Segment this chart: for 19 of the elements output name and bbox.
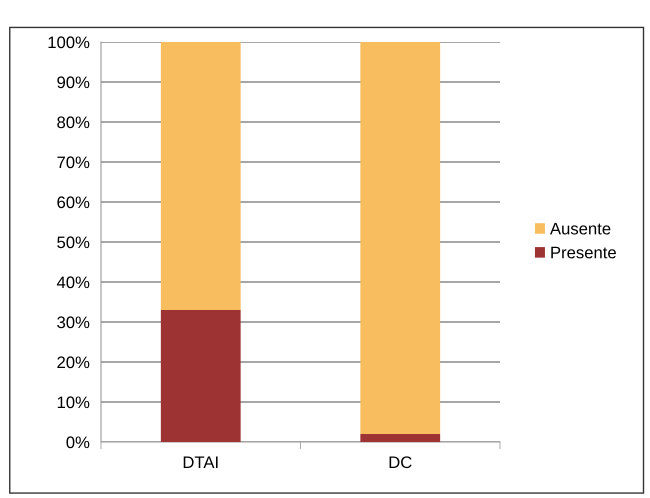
bar: [360, 434, 440, 442]
y-tick-label: 40%: [56, 276, 90, 288]
y-tick-label: 60%: [57, 196, 90, 208]
y-tick-label: 90%: [57, 76, 90, 88]
y-tick-label: 100%: [48, 36, 90, 48]
bar: [160, 42, 241, 310]
bar: [360, 42, 440, 434]
legend-label: Ausente: [550, 222, 610, 235]
y-tick-label: 10%: [58, 396, 90, 408]
legend-label: Presente: [551, 246, 616, 258]
x-tick-label: DTAI: [184, 456, 218, 468]
x-tick-label: DC: [390, 456, 412, 468]
bar: [160, 310, 241, 442]
y-tick-label: 20%: [57, 356, 90, 368]
y-tick-label: 80%: [57, 116, 90, 128]
y-tick-label: 0%: [66, 436, 90, 448]
y-tick-label: 30%: [57, 316, 90, 328]
y-tick-label: 50%: [57, 236, 90, 248]
y-tick-label: 70%: [57, 156, 90, 168]
